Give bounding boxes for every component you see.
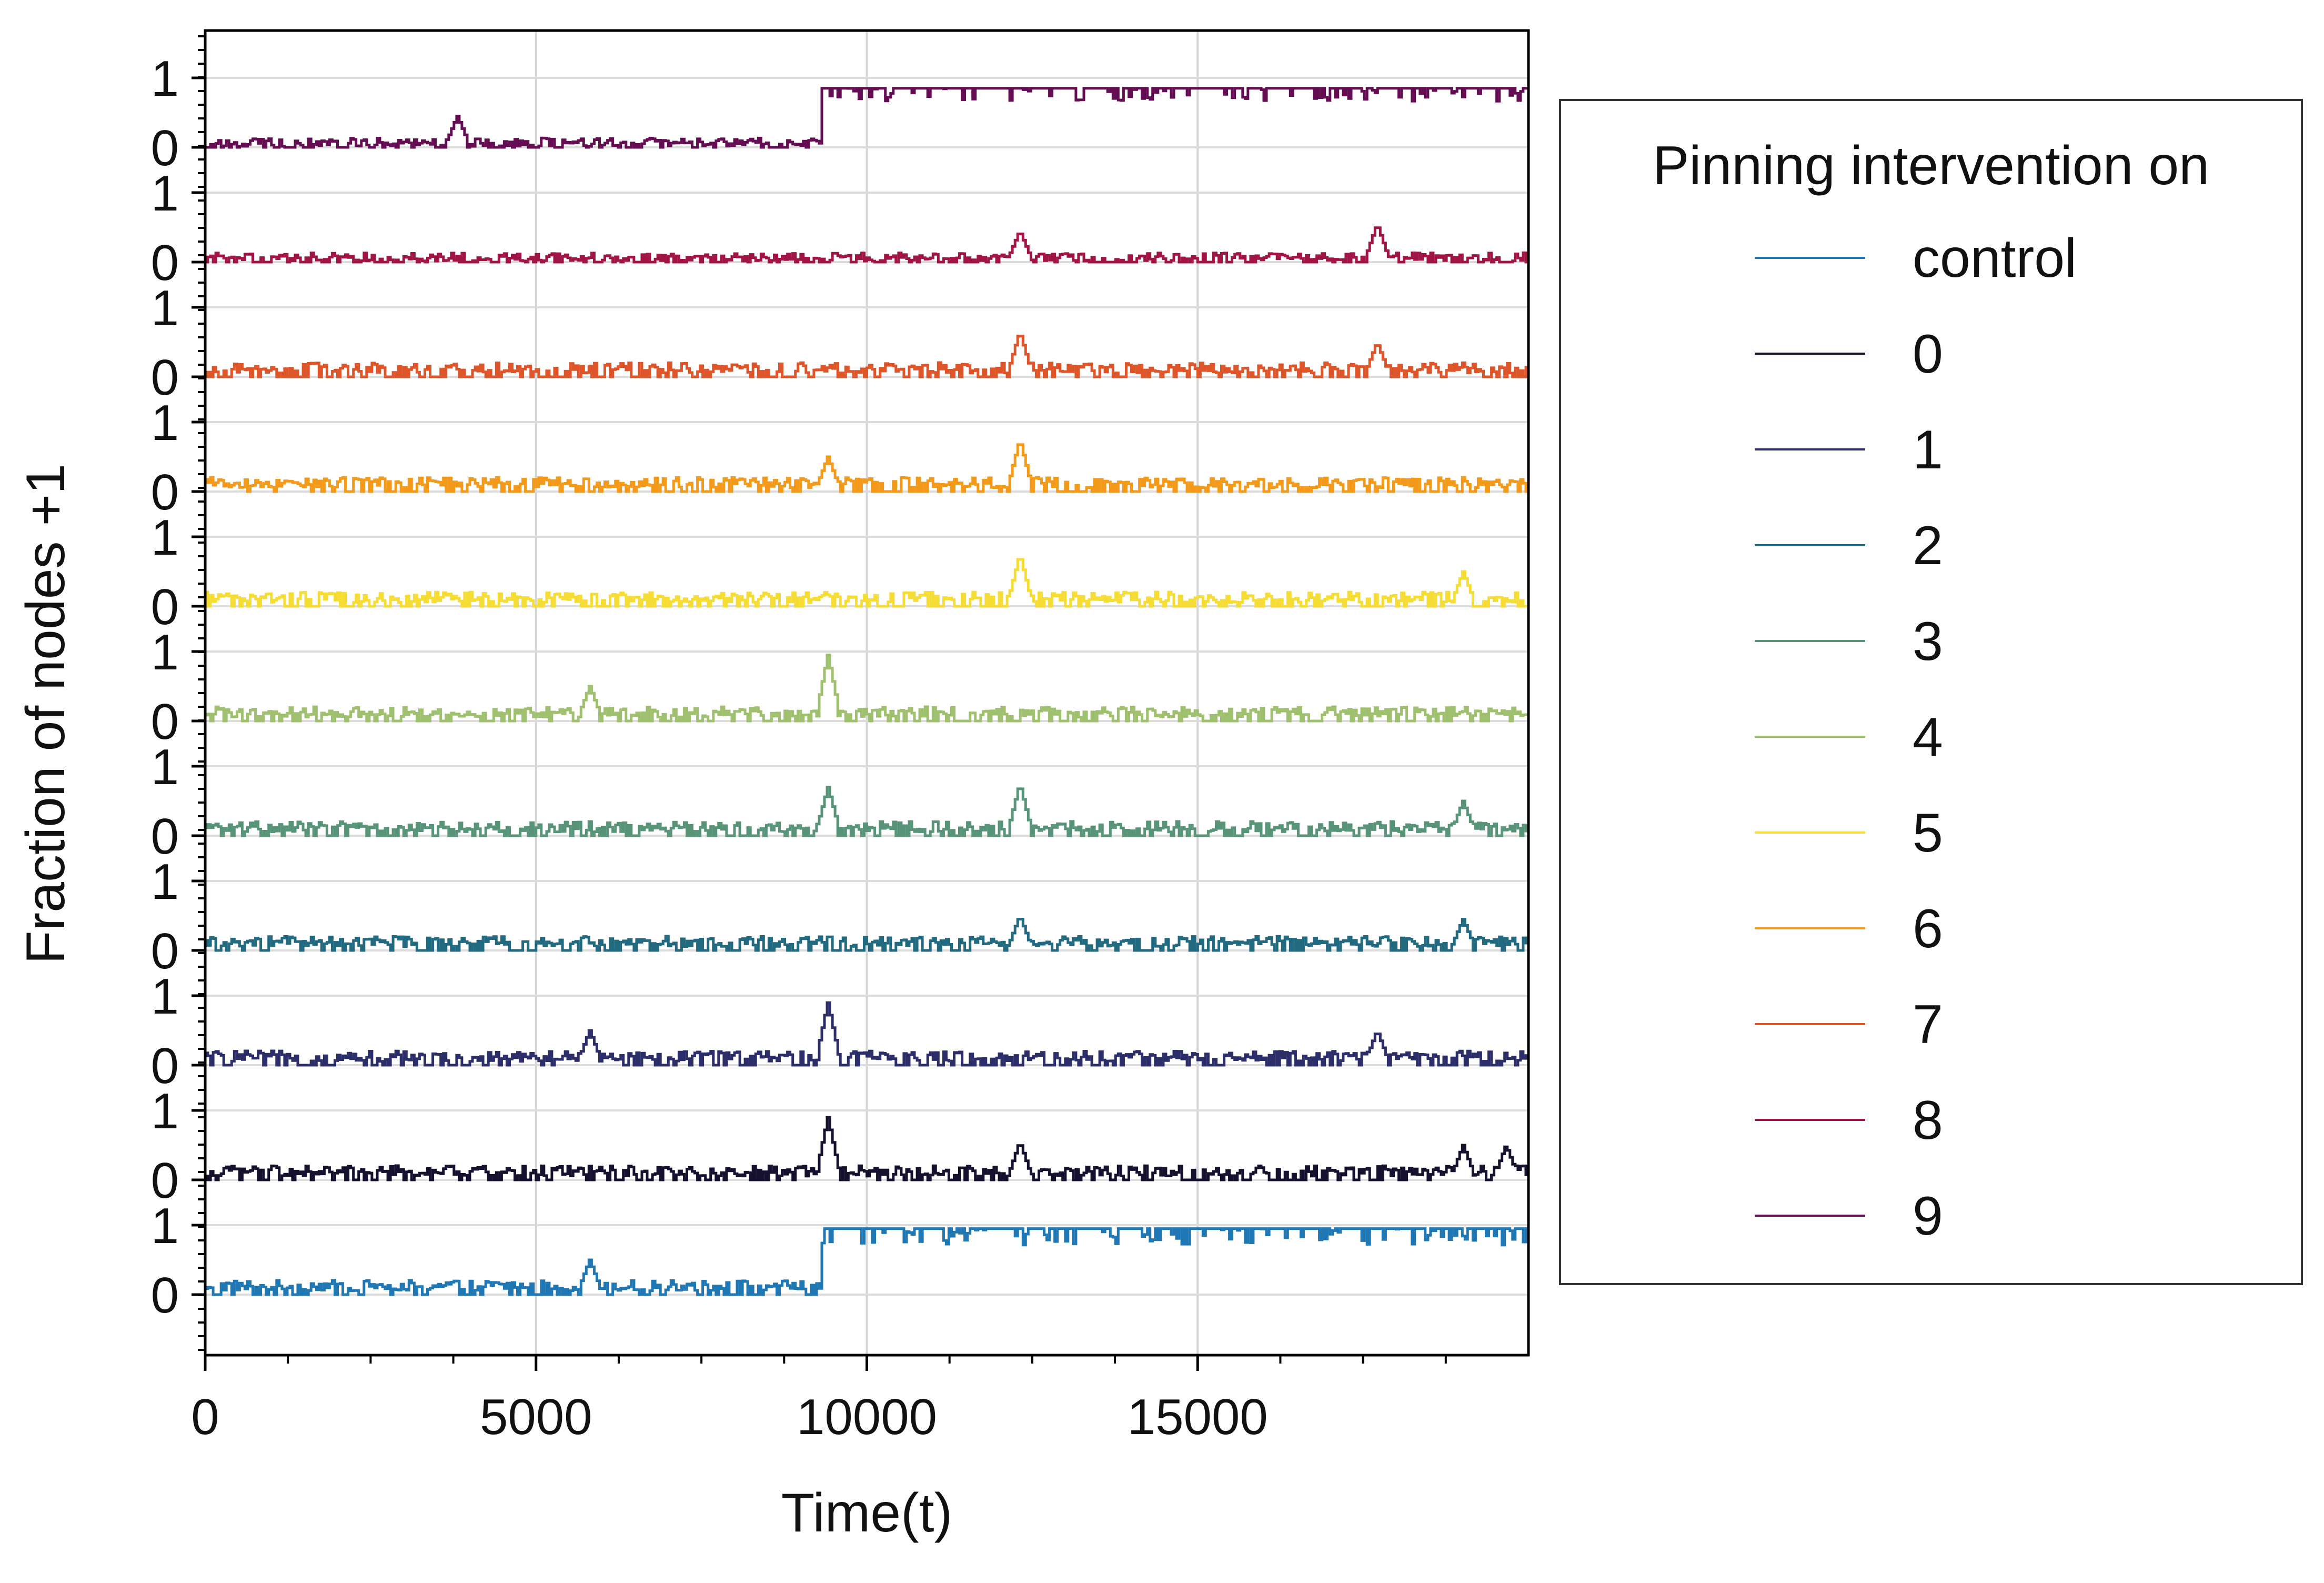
series-line-7 [205,335,1530,378]
x-tick-label: 5000 [480,1389,592,1445]
series-line-4 [205,654,1530,723]
y-tick-label: 1 [151,509,179,566]
y-tick-label: 0 [151,1153,179,1209]
legend-label-9: 9 [1913,1186,1943,1247]
legend-label-control: control [1913,228,2077,289]
legend-label-1: 1 [1913,419,1943,480]
y-tick-label: 0 [151,1267,179,1324]
y-tick-label: 0 [151,579,179,635]
series-line-2 [205,918,1530,952]
legend-box [1559,99,2303,1285]
y-axis-label: Fraction of nodes +1 [15,464,76,964]
y-tick-label: 1 [151,280,179,336]
y-tick-label: 0 [151,120,179,176]
legend-title: Pinning intervention on [1653,135,2209,196]
series-line-9 [205,87,1528,149]
legend-label-6: 6 [1913,898,1943,959]
y-tick-label: 0 [151,464,179,520]
legend-label-5: 5 [1913,803,1943,864]
y-tick-label: 1 [151,968,179,1025]
y-tick-label: 0 [151,1038,179,1094]
series-line-3 [205,786,1530,837]
y-tick-label: 0 [151,235,179,291]
y-tick-label: 0 [151,694,179,750]
legend-label-2: 2 [1913,515,1943,576]
y-tick-label: 0 [151,923,179,979]
y-tick-label: 1 [151,395,179,451]
series-line-6 [205,443,1530,493]
x-tick-label: 15000 [1128,1389,1268,1445]
y-tick-label: 1 [151,624,179,680]
y-tick-label: 0 [151,349,179,406]
series-line-8 [205,226,1530,264]
series-line-5 [205,558,1530,608]
x-tick-label: 0 [191,1389,219,1445]
legend-label-8: 8 [1913,1090,1943,1151]
y-tick-label: 0 [151,808,179,865]
y-tick-label: 1 [151,51,179,107]
series-layer [205,87,1530,1296]
x-axis-label: Time(t) [781,1482,952,1544]
y-tick-label: 1 [151,1083,179,1139]
series-line-1 [205,1001,1530,1067]
legend: Pinning intervention on control 0 1 2 3 4 5 6 7 8… [1559,99,2303,1285]
legend-label-4: 4 [1913,707,1943,768]
legend-entries: control 0 1 2 3 4 5 6 7 8 9 [1755,228,2077,1247]
x-tick-label: 10000 [797,1389,937,1445]
y-tick-label: 1 [151,165,179,222]
legend-label-7: 7 [1913,994,1943,1055]
legend-label-3: 3 [1913,611,1943,672]
y-tick-label: 1 [151,739,179,795]
series-line-0 [205,1116,1530,1181]
y-tick-label: 1 [151,854,179,910]
series-line-control [205,1227,1530,1296]
legend-label-0: 0 [1913,324,1943,385]
y-tick-label: 1 [151,1198,179,1254]
